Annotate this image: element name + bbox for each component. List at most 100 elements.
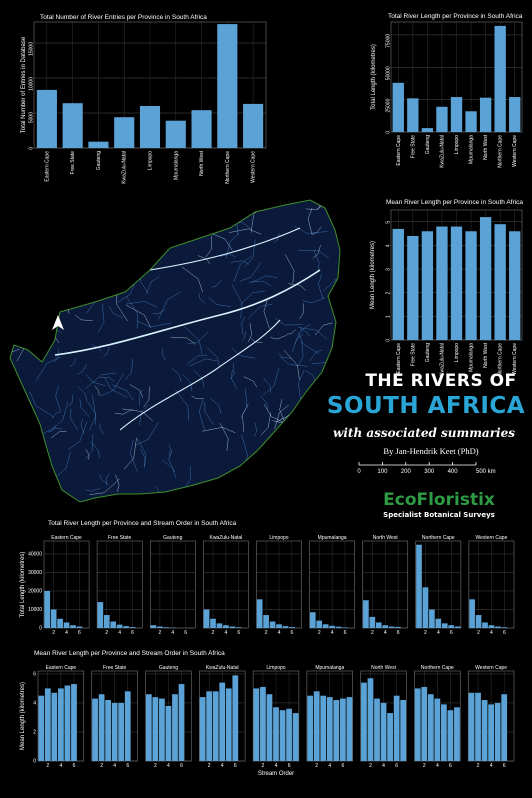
river-line bbox=[106, 246, 115, 263]
river-line bbox=[231, 284, 243, 319]
bar-western-cape-5 bbox=[495, 626, 501, 628]
river-line bbox=[36, 343, 47, 347]
bar-kwazulu-natal bbox=[436, 106, 448, 132]
charts: Total Number of River Entries per Provin… bbox=[20, 13, 523, 777]
river-line bbox=[288, 283, 307, 291]
bar-kwazulu-natal-6 bbox=[235, 627, 242, 628]
bar-limpopo-5 bbox=[279, 710, 286, 761]
river-line bbox=[100, 373, 124, 397]
poster-title-line1: THE RIVERS OF bbox=[365, 371, 517, 391]
y-tick-label: 40000 bbox=[28, 551, 42, 557]
bar-gauteng-1 bbox=[150, 625, 157, 628]
river-line bbox=[44, 204, 54, 234]
bar-north-west bbox=[479, 97, 492, 132]
x-tick-label: 2 bbox=[100, 763, 103, 769]
river-line bbox=[228, 475, 240, 488]
x-tick-label: 2 bbox=[52, 630, 55, 636]
x-tick-label: Gauteng bbox=[425, 343, 431, 362]
bar-mpumalanga-3 bbox=[320, 695, 327, 761]
x-axis-label: Stream Order bbox=[258, 771, 294, 777]
chart-title: Total River Length per Province in South… bbox=[388, 13, 523, 20]
bar-northern-cape-6 bbox=[447, 710, 454, 761]
river-line bbox=[55, 385, 62, 413]
bar-eastern-cape bbox=[392, 82, 404, 132]
bar-mpumalanga-4 bbox=[329, 625, 335, 628]
river-line bbox=[69, 358, 77, 367]
river-line bbox=[207, 348, 220, 366]
river-line bbox=[198, 398, 205, 430]
bar-free-state-5 bbox=[123, 626, 129, 628]
river-line bbox=[225, 202, 240, 208]
x-tick-label: 4 bbox=[437, 630, 440, 636]
x-tick-label: 2 bbox=[208, 763, 211, 769]
river-line bbox=[145, 276, 160, 294]
river-line bbox=[155, 203, 176, 214]
river-line bbox=[175, 389, 189, 421]
river-line bbox=[274, 318, 303, 326]
panel-label: Gauteng bbox=[163, 535, 182, 541]
bar-kwazulu-natal bbox=[436, 226, 448, 340]
bar-kwazulu-natal bbox=[114, 117, 135, 148]
x-tick-label: 2 bbox=[315, 763, 318, 769]
river-line bbox=[62, 218, 80, 241]
y-tick-label: 0 bbox=[33, 759, 36, 765]
bar-north-west-6 bbox=[395, 626, 401, 628]
y-tick-label: 0 bbox=[39, 626, 42, 632]
bar-north-west-1 bbox=[363, 600, 369, 628]
river-line bbox=[114, 408, 134, 415]
river-line bbox=[87, 401, 96, 425]
x-tick-label: 4 bbox=[118, 630, 121, 636]
x-tick-label: 6 bbox=[450, 630, 453, 636]
river-line bbox=[129, 384, 144, 398]
river-line bbox=[248, 323, 252, 342]
river-line bbox=[285, 254, 295, 284]
bar-eastern-cape-3 bbox=[57, 618, 63, 628]
river-line bbox=[161, 348, 166, 361]
river-line bbox=[231, 475, 245, 479]
river-line bbox=[62, 273, 80, 280]
river-line bbox=[271, 200, 280, 205]
river-line bbox=[85, 434, 94, 460]
bar-gauteng-4 bbox=[165, 705, 172, 761]
river-line bbox=[75, 314, 93, 321]
chart-title: Mean River Length per Province in South … bbox=[386, 199, 523, 206]
river-line bbox=[152, 309, 166, 314]
river-line bbox=[130, 247, 153, 253]
river-line bbox=[12, 291, 40, 299]
river-line bbox=[297, 327, 328, 340]
bar-limpopo-1 bbox=[253, 688, 260, 761]
panel-label: Northern Cape bbox=[422, 535, 455, 541]
river-line bbox=[126, 296, 138, 329]
river-line bbox=[204, 401, 214, 425]
river-line bbox=[99, 423, 105, 435]
river-line bbox=[334, 279, 340, 297]
river-line bbox=[233, 478, 241, 502]
river-line bbox=[166, 210, 180, 218]
river-line bbox=[53, 224, 70, 255]
bar-western-cape-1 bbox=[468, 692, 475, 761]
river-line bbox=[299, 328, 310, 337]
bar-free-state bbox=[407, 236, 419, 340]
river-line bbox=[162, 200, 189, 207]
river-line bbox=[40, 239, 69, 250]
scale-bar: 0 100 200 300 400 500 km bbox=[357, 462, 496, 475]
scale-label: 0 bbox=[357, 469, 361, 475]
bar-western-cape bbox=[509, 97, 521, 132]
river-line bbox=[208, 297, 231, 307]
panel-label: Limpopo bbox=[266, 665, 285, 671]
river-line bbox=[10, 271, 29, 278]
river-line bbox=[120, 221, 136, 228]
x-tick-label: 2 bbox=[105, 630, 108, 636]
bar-northern-cape-5 bbox=[440, 704, 447, 761]
river-line bbox=[191, 395, 204, 399]
x-tick-label: Northern Cape bbox=[498, 343, 504, 376]
river-line bbox=[111, 269, 128, 296]
river-line bbox=[279, 356, 308, 367]
river-line bbox=[125, 358, 134, 381]
x-tick-label: 6 bbox=[78, 630, 81, 636]
bar-western-cape-6 bbox=[501, 694, 508, 761]
x-tick-label: Eastern Cape bbox=[396, 343, 402, 374]
bar-kwazulu-natal-1 bbox=[203, 609, 210, 628]
river-line bbox=[299, 303, 304, 320]
